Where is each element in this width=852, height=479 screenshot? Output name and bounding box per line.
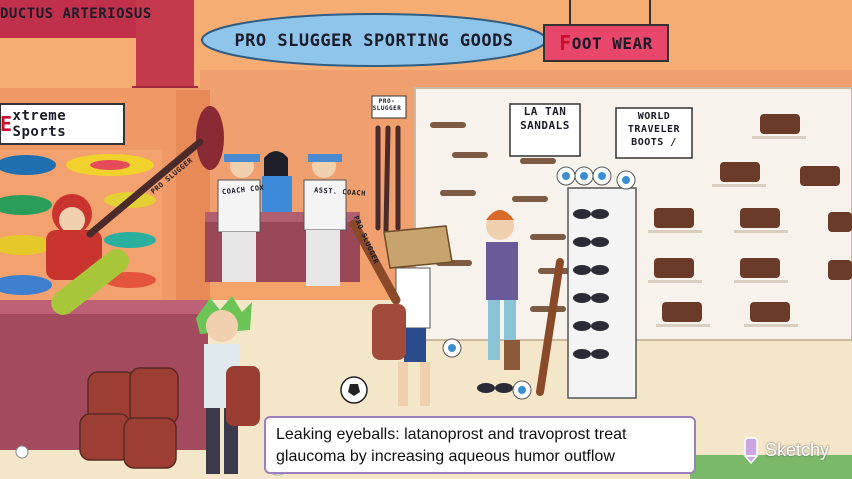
world-traveler-sign-text: WORLD TRAVELER BOOTS / [627,111,681,148]
caption-line-1: Leaking eyeballs: latanoprost and travop… [276,426,627,443]
sunglasses [477,209,609,393]
sketchy-pencil-icon [743,437,759,464]
store-name-text: PRO SLUGGER SPORTING GOODS [234,31,514,51]
small-pro-slugger-sign-text: PRO- SLUGGER [372,98,402,112]
caption-box: Leaking eyeballs: latanoprost and travop… [264,416,696,474]
ductus-sign-text: DUCTUS ARTERIOSUS [0,6,152,22]
bat-rack [375,125,401,233]
sunglasses-display [567,187,637,399]
boots-display [654,114,852,322]
skater-figure [46,138,204,315]
backpacks-pile [79,367,179,469]
duct-pipe [0,0,150,38]
la-tan-sandals-sign-text: LA TAN SANDALS [520,105,570,132]
box-head-figure [349,219,453,406]
extreme-sports-sign [0,103,125,145]
footwear-sign [543,24,669,62]
footwear-sign-rest: OOT WEAR [571,33,653,53]
round-wall-sign [196,106,224,170]
caption-line-2: glaucoma by increasing aqueous humor out… [276,448,615,465]
sandals-display [430,122,574,312]
eyeballs [442,166,636,400]
coach-figures [217,151,347,286]
footwear-sign-first-letter: F [559,31,572,55]
sketchy-logo-text: Sketchy [765,439,830,460]
eye-drops-figure [486,210,520,370]
sketchy-logo: Sketchy [742,436,829,464]
green-hair-figure [196,296,260,474]
footwear-sign-text: F OOT WEAR [545,26,667,60]
extreme-sign-rest: xtreme Sports [12,108,67,140]
small-sign [371,95,407,119]
extreme-sign-first-letter: E [0,112,13,136]
